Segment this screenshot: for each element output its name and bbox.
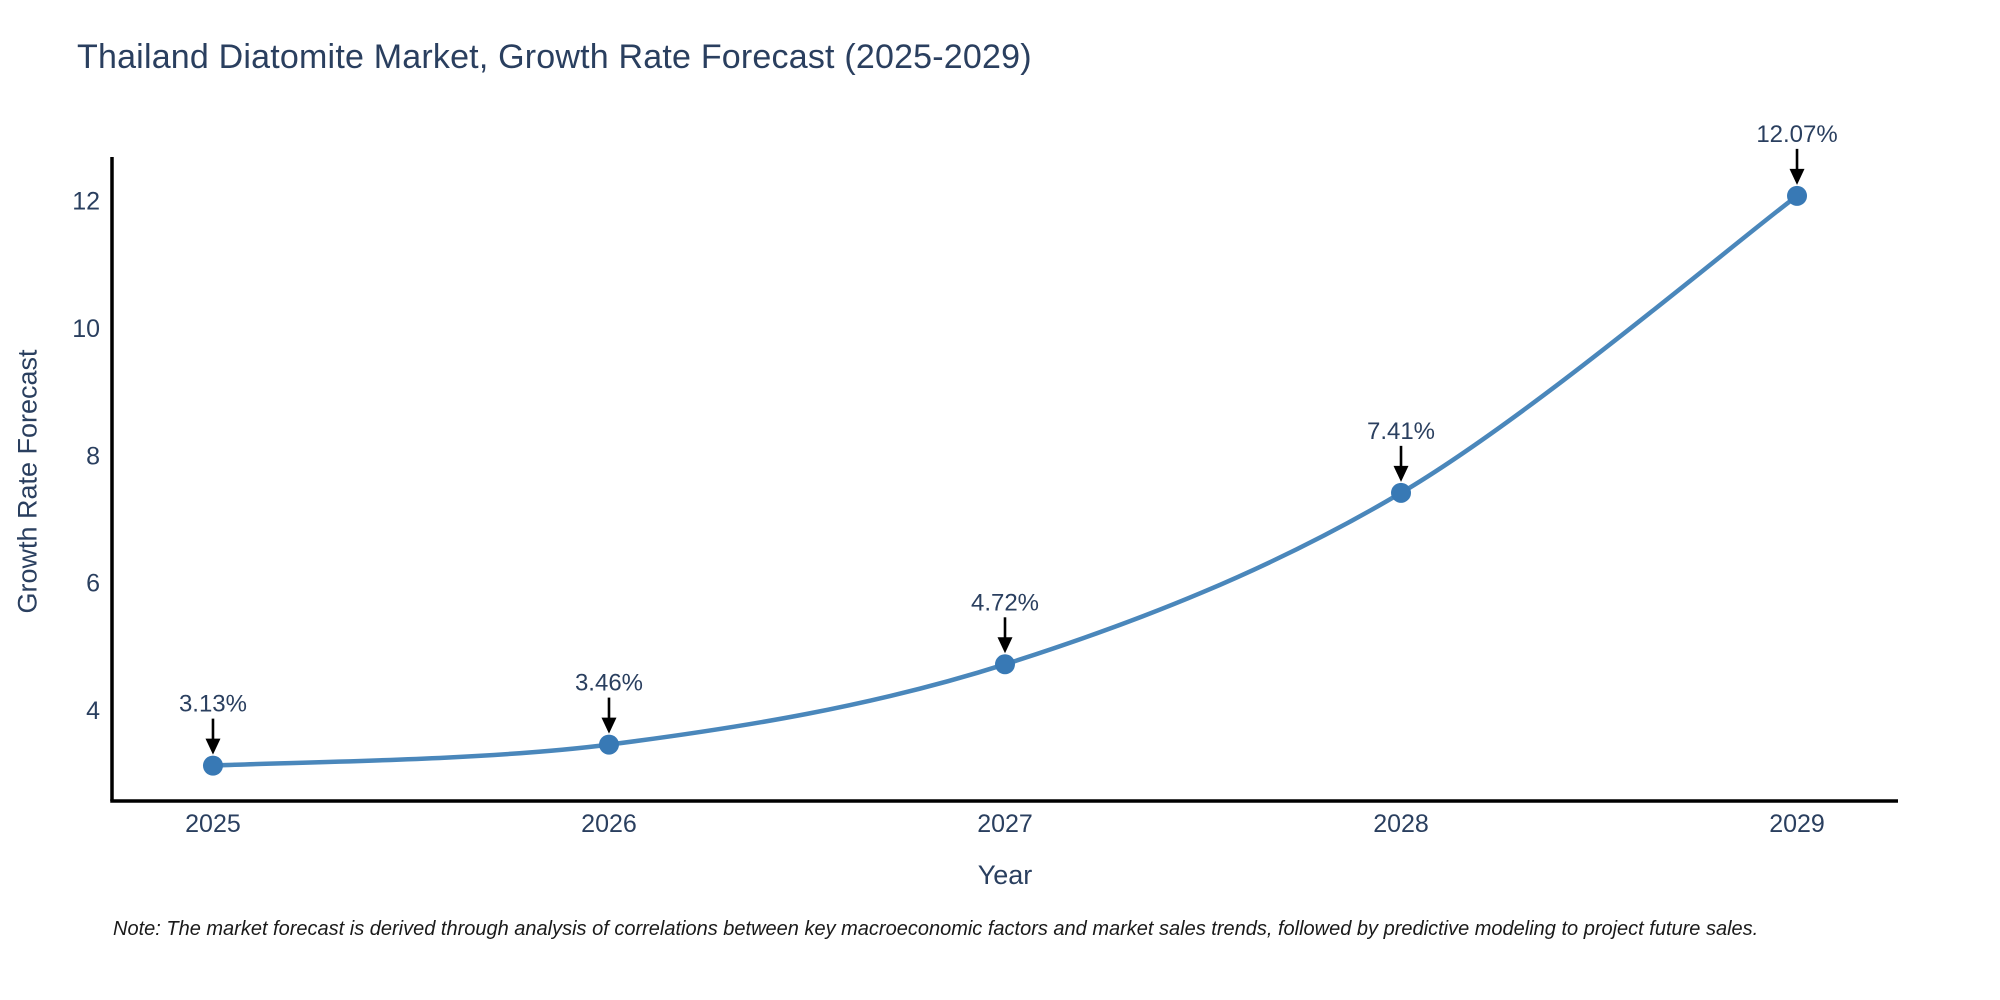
- data-point-label: 7.41%: [1367, 418, 1435, 445]
- x-tick-label: 2028: [1373, 810, 1429, 838]
- annotation-arrow-head: [997, 637, 1013, 654]
- data-point-label: 12.07%: [1756, 121, 1837, 148]
- data-point-marker[interactable]: [995, 654, 1015, 675]
- forecast-line-series: [212, 194, 1799, 768]
- y-tick-label: 8: [86, 442, 100, 470]
- data-point-marker[interactable]: [598, 734, 619, 755]
- y-tick-label: 12: [72, 187, 100, 215]
- annotation-arrow-head: [1393, 465, 1409, 482]
- data-point-label: 4.72%: [971, 589, 1039, 616]
- y-axis-title: Growth Rate Forecast: [12, 349, 43, 614]
- x-tick-label: 2025: [185, 810, 241, 838]
- y-tick-label: 6: [86, 570, 100, 598]
- y-tick-label: 10: [72, 315, 100, 343]
- data-point-marker[interactable]: [202, 755, 223, 776]
- annotation-arrow-head: [205, 738, 221, 755]
- data-point-marker[interactable]: [1391, 482, 1412, 503]
- data-point-marker[interactable]: [1787, 185, 1808, 206]
- annotation-arrow-head: [1789, 168, 1805, 185]
- y-tick-label: 4: [86, 697, 100, 725]
- data-point-label: 3.13%: [179, 691, 247, 718]
- x-tick-label: 2027: [977, 810, 1033, 838]
- annotation-arrow-head: [601, 717, 617, 734]
- chart-title: Thailand Diatomite Market, Growth Rate F…: [77, 38, 1032, 76]
- x-axis-title: Year: [977, 860, 1033, 890]
- data-point-label: 3.46%: [575, 670, 643, 697]
- x-tick-label: 2026: [581, 810, 637, 838]
- x-tick-label: 2029: [1769, 810, 1825, 838]
- footnote: Note: The market forecast is derived thr…: [113, 918, 1759, 940]
